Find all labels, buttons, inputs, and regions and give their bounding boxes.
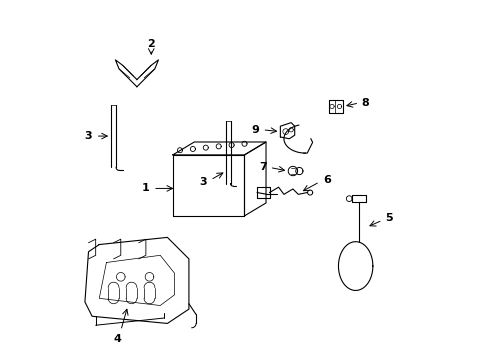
Text: 7: 7 (259, 162, 266, 172)
Text: 6: 6 (323, 175, 330, 185)
Text: 3: 3 (199, 177, 206, 187)
Text: 9: 9 (251, 125, 259, 135)
Text: 5: 5 (385, 213, 392, 223)
Text: 3: 3 (84, 131, 92, 141)
Text: 2: 2 (147, 39, 155, 49)
Text: 1: 1 (142, 184, 149, 193)
Text: 4: 4 (113, 334, 121, 344)
Text: 8: 8 (361, 98, 369, 108)
